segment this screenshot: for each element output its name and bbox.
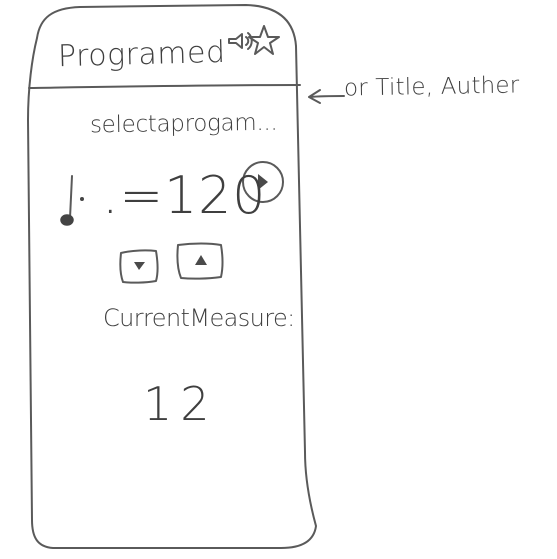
triangle-down-icon bbox=[134, 262, 145, 270]
increase-tempo-button[interactable] bbox=[176, 242, 224, 280]
dotted-quarter-note-icon bbox=[60, 175, 84, 226]
play-button[interactable] bbox=[242, 161, 284, 203]
phone-frame bbox=[27, 4, 317, 549]
play-icon bbox=[258, 174, 268, 190]
star-icon[interactable] bbox=[248, 25, 280, 55]
decrease-tempo-button[interactable] bbox=[119, 249, 159, 284]
current-measure-label: CurrentMeasure: bbox=[103, 304, 295, 332]
tempo-display: .=120 bbox=[102, 166, 267, 226]
program-selector[interactable]: selectaprogam... bbox=[89, 109, 278, 139]
speaker-icon[interactable] bbox=[228, 32, 253, 50]
header-divider bbox=[28, 84, 301, 89]
current-measure-value: 12 bbox=[143, 377, 218, 431]
title-author-annotation: or Title, Auther bbox=[343, 72, 520, 102]
triangle-up-icon bbox=[195, 255, 207, 265]
annotation-arrow bbox=[308, 89, 345, 104]
app-title: Programed bbox=[57, 34, 226, 75]
